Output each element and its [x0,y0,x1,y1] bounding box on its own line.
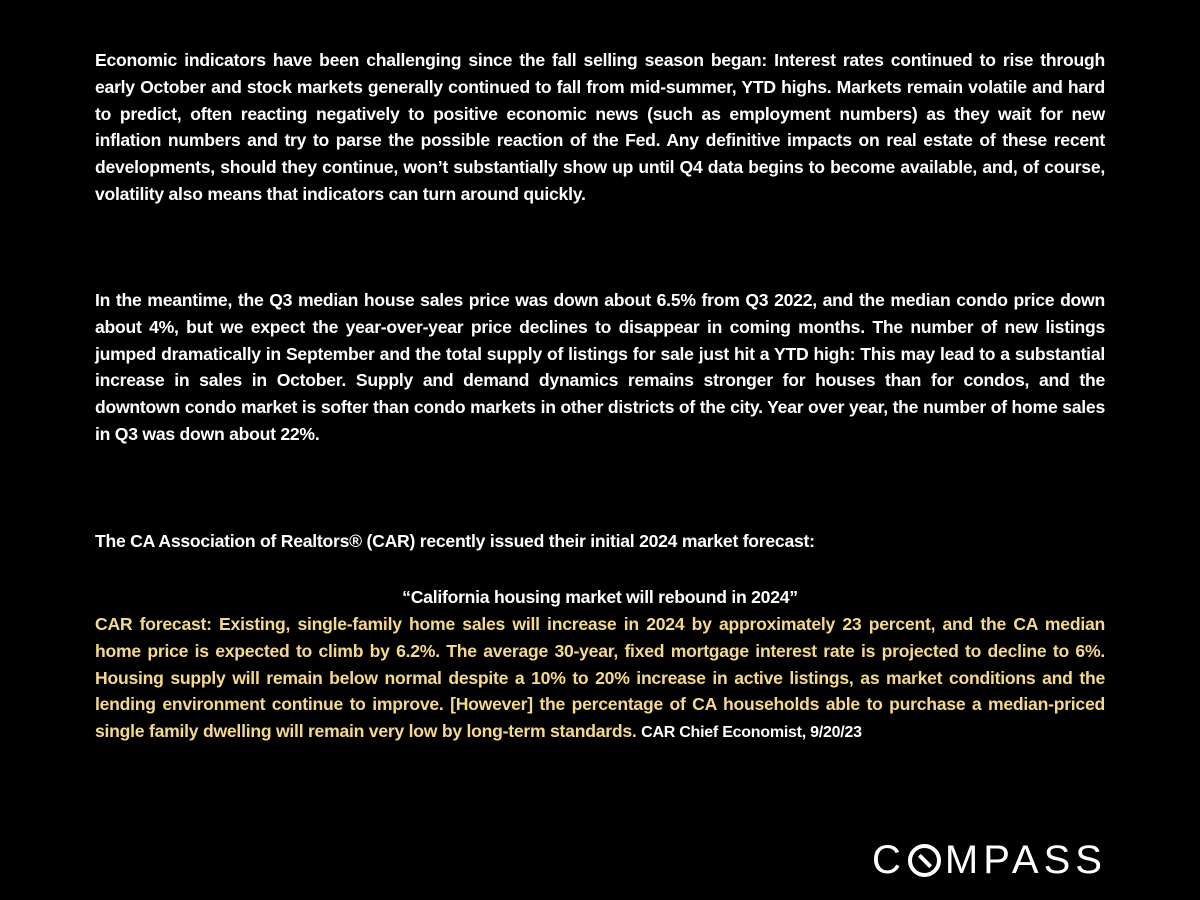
paragraph-car-intro: The CA Association of Realtors® (CAR) re… [95,531,815,551]
paragraph-economic-indicators: Economic indicators have been challengin… [95,50,1105,204]
compass-o-icon [907,844,941,877]
car-forecast-paragraph: CAR forecast: Existing, single-family ho… [95,611,1105,747]
attribution: CAR Chief Economist, 9/20/23 [641,724,862,742]
forecast-headline-quote: “California housing market will rebound … [402,587,798,607]
paragraph-q3-summary: In the meantime, the Q3 median house sal… [95,290,1105,444]
car-forecast-text: CAR forecast: Existing, single-family ho… [95,614,1105,742]
logo-letter-c: C [872,838,906,882]
logo-letters: MPASS [944,838,1107,882]
compass-logo: C MPASS [872,838,1107,883]
